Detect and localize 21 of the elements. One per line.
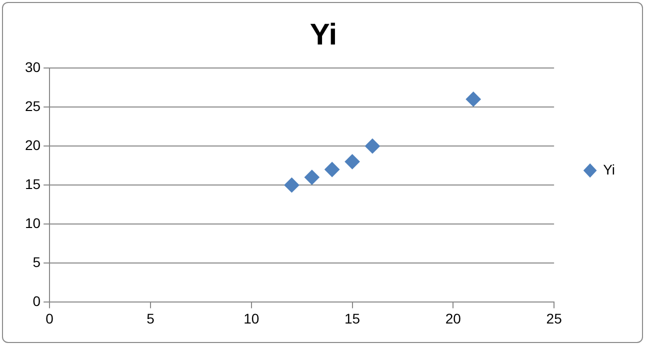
y-tick-label: 20	[24, 136, 41, 153]
y-tick-label: 0	[32, 293, 41, 310]
y-tick-label: 10	[24, 214, 41, 231]
legend-label: Yi	[603, 161, 616, 178]
point	[344, 154, 360, 170]
y-tick-label: 15	[24, 176, 41, 192]
point	[364, 138, 380, 154]
point	[284, 178, 300, 193]
x-tick-label: 15	[344, 310, 360, 326]
y-tick-label: 30	[24, 58, 41, 75]
x-tick-label: 25	[546, 310, 562, 326]
y-tick-label: 5	[32, 254, 41, 270]
x-tick-label: 0	[46, 310, 54, 326]
x-tick-label: 5	[146, 310, 155, 326]
chart-title: Yi	[310, 18, 338, 52]
x-tick-label: 10	[244, 310, 260, 326]
point	[304, 170, 320, 185]
y-tick-label: 25	[24, 98, 41, 114]
point	[324, 162, 340, 177]
x-tick-label: 20	[445, 310, 462, 326]
point	[466, 92, 481, 107]
